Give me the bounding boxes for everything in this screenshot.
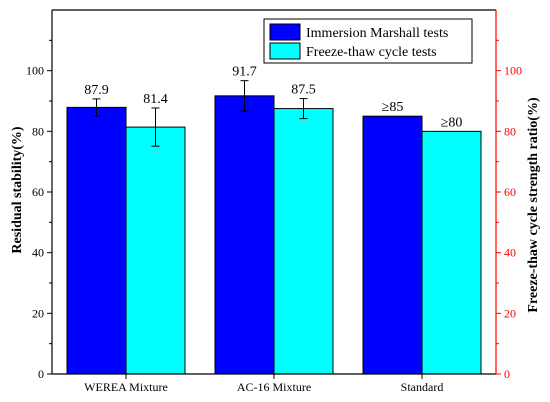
bars-layer (66, 95, 482, 375)
y-tick-label: 0 (38, 367, 44, 381)
data-labels-layer: 87.9 81.4 91.7 87.5 ≥85 ≥80 (84, 65, 462, 131)
x-tick-label: WEREA Mixture (84, 380, 168, 394)
error-bars-layer (92, 80, 308, 147)
y-tick-label: 60 (32, 185, 44, 199)
bar (66, 106, 127, 375)
y2-tick-label: 0 (504, 367, 510, 381)
bar (125, 126, 186, 375)
data-label: 87.9 (84, 83, 109, 98)
x-tick-label: Standard (401, 380, 444, 394)
y-axis-title: Residual stability(%) (10, 126, 25, 254)
legend-label-freeze-thaw: Freeze-thaw cycle tests (306, 45, 437, 60)
legend-label-immersion: Immersion Marshall tests (306, 26, 448, 41)
legend-swatch-immersion (269, 23, 301, 41)
data-label: 81.4 (143, 92, 168, 107)
y-tick-label: 80 (32, 124, 44, 138)
y2-tick-label: 60 (504, 185, 516, 199)
legend: Immersion Marshall tests Freeze-thaw cyc… (263, 18, 473, 64)
y2-tick-label: 20 (504, 306, 516, 320)
y-tick-label: 100 (26, 64, 44, 78)
axes-layer: WEREA Mixture AC-16 Mixture Standard 0 20 40 6… (26, 9, 522, 394)
data-label: 91.7 (232, 65, 257, 80)
data-label: 87.5 (291, 83, 316, 98)
bar (421, 130, 482, 375)
bar (214, 95, 275, 375)
legend-swatch-freeze-thaw (269, 42, 301, 60)
bar (273, 108, 334, 375)
bar (362, 115, 423, 375)
y-tick-label: 20 (32, 306, 44, 320)
y2-tick-label: 100 (504, 64, 522, 78)
data-label: ≥85 (382, 100, 404, 115)
data-label: ≥80 (441, 115, 463, 130)
y2-tick-label: 80 (504, 124, 516, 138)
y2-tick-label: 40 (504, 246, 516, 260)
x-tick-label: AC-16 Mixture (237, 380, 311, 394)
y2-axis-title: Freeze-thaw cycle strength ratio(%) (526, 97, 541, 313)
y-tick-label: 40 (32, 246, 44, 260)
